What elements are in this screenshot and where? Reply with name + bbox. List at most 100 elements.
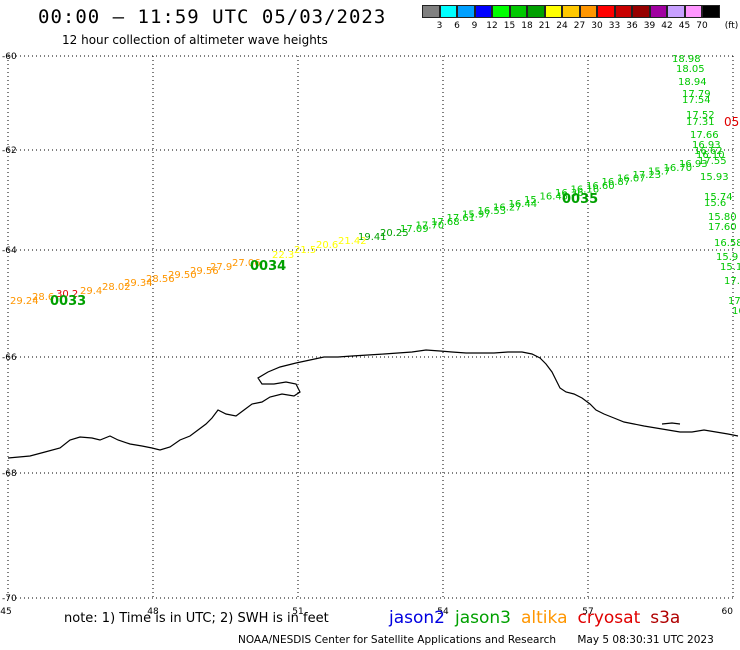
swh-label: 15.74	[704, 192, 733, 203]
swh-label: 27.9	[210, 262, 232, 273]
swh-label: 29.4	[80, 286, 102, 297]
satellite-jason2: jason2	[389, 608, 445, 628]
colorbar-label: 39	[643, 21, 656, 31]
swh-label: 27.06	[232, 258, 261, 269]
swh-label: 17.09	[400, 224, 429, 235]
colorbar-label: 18	[521, 21, 533, 31]
swh-label: 15.1	[720, 262, 740, 273]
swh-label: 17.55	[698, 156, 727, 167]
swh-label: 21.42	[338, 236, 367, 247]
swh-label: 16.62	[694, 146, 723, 157]
swh-label: 28.02	[102, 282, 131, 293]
swh-label: 16.36	[555, 188, 584, 199]
colorbar-cell	[422, 5, 440, 18]
swh-label: 16.45	[540, 192, 569, 203]
swh-label: 16	[732, 306, 740, 317]
colorbar-cell	[632, 5, 650, 18]
time-marker: 0035	[562, 192, 598, 207]
swh-label: 16.58	[714, 238, 740, 249]
antarctic-coastline	[7, 349, 739, 459]
swh-label: 17.31	[686, 117, 715, 128]
colorbar-cell	[597, 5, 615, 18]
lat-tick-label: -60	[2, 52, 17, 62]
swh-label: 17.23	[633, 170, 662, 181]
colorbar-label: 70	[696, 21, 708, 31]
colorbar-cell	[492, 5, 510, 18]
swh-label: 22.3	[272, 250, 294, 261]
swh-label: 17	[728, 296, 740, 307]
swh-label: 18.05	[676, 64, 705, 75]
colorbar-label: 27	[573, 21, 586, 31]
page-title: 00:00 – 11:59 UTC 05/03/2023	[38, 6, 387, 28]
lat-tick-label: -66	[2, 353, 17, 363]
colorbar-label: 9	[471, 21, 478, 31]
swh-label: 16.53	[478, 206, 507, 217]
swh-label: 16.87	[602, 177, 631, 188]
swh-label: 29.24	[10, 296, 39, 307]
swh-label: 17.54	[682, 95, 711, 106]
note-text: note: 1) Time is in UTC; 2) SWH is in fe…	[64, 611, 329, 626]
swh-label: 15.7	[648, 166, 670, 177]
colorbar-cell	[614, 5, 632, 18]
swh-label: 16.16	[571, 184, 600, 195]
axis-labels: 45 48 51 54 57 60 -60 -62 -64 -66 -68 -70	[0, 52, 733, 617]
lat-tick-label: -70	[2, 594, 17, 604]
swh-label: 29.50	[168, 270, 197, 281]
colorbar-cell	[667, 5, 685, 18]
swh-label: 16.93	[679, 159, 708, 170]
satellite-jason3: jason3	[455, 608, 511, 628]
swh-label: 16.27	[493, 202, 522, 213]
swh-label: 17.61	[447, 213, 476, 224]
swh-label: 15.	[524, 195, 540, 206]
swh-label: 17.52	[686, 110, 715, 121]
swh-label: 15.97	[462, 210, 491, 221]
colorbar-label: 6	[454, 21, 460, 31]
swh-label: 20.25	[380, 228, 409, 239]
colorbar-label: 30	[591, 21, 603, 31]
colorbar-label: 36	[626, 21, 638, 31]
colorbar	[422, 5, 720, 18]
swh-label: 17.60	[708, 222, 737, 233]
lon-tick-label: 51	[292, 607, 303, 617]
swh-label: 17.	[724, 276, 740, 287]
colorbar-label: 33	[608, 21, 621, 31]
credit-text: NOAA/NESDIS Center for Satellite Applica…	[238, 634, 556, 646]
satellite-cryosat: cryosat	[577, 608, 641, 628]
colorbar-cell	[509, 5, 527, 18]
swh-label: 16.93	[692, 140, 721, 151]
swh-label: 16.10	[696, 150, 725, 161]
lon-tick-label: 60	[722, 607, 734, 617]
colorbar-cell	[579, 5, 597, 18]
swh-label: 16.07	[617, 174, 646, 185]
swh-label: 19.41	[358, 232, 387, 243]
lon-tick-label: 45	[0, 607, 11, 617]
colorbar-label: 21	[538, 21, 551, 31]
satellite-altika: altika	[521, 608, 568, 628]
colorbar-label: 24	[556, 21, 568, 31]
swh-label: 21.5	[294, 245, 316, 256]
swh-label: 15.6	[704, 198, 726, 209]
lon-tick-label: 57	[582, 607, 593, 617]
coast-island	[661, 422, 681, 425]
time-marker: 0033	[50, 294, 86, 309]
colorbar-cell	[544, 5, 562, 18]
swh-label: 18.94	[678, 77, 707, 88]
lat-tick-label: -68	[2, 469, 17, 479]
map-grid	[7, 55, 734, 600]
swh-label: 17.79	[682, 89, 711, 100]
swh-label: 29.56	[190, 266, 219, 277]
swh-label: 17.68	[431, 217, 460, 228]
swh-label: 16.44	[509, 199, 538, 210]
colorbar-label: 3	[436, 21, 443, 31]
lon-tick-label: 48	[147, 607, 159, 617]
generated-timestamp: May 5 08:30:31 UTC 2023	[577, 634, 714, 646]
colorbar-cell	[439, 5, 457, 18]
swh-label: 29.34	[124, 278, 153, 289]
swh-label: 16.60	[586, 181, 615, 192]
swh-label: 15.9	[716, 252, 738, 263]
colorbar-label: 15	[503, 21, 516, 31]
credit-line: NOAA/NESDIS Center for Satellite Applica…	[238, 634, 714, 646]
colorbar-cell	[527, 5, 545, 18]
